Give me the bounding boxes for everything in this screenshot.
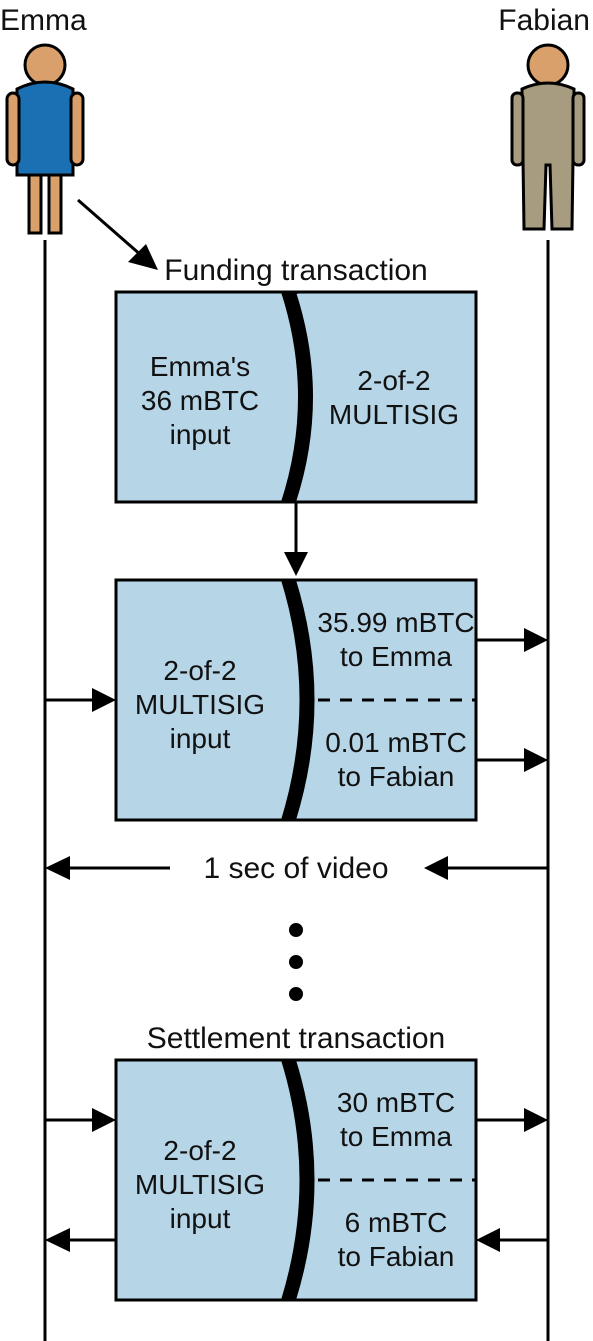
funding-right-2: MULTISIG bbox=[329, 399, 459, 430]
emma-figure bbox=[7, 45, 83, 233]
commit-rb-2: to Fabian bbox=[338, 761, 455, 792]
funding-box: Emma's 36 mBTC input 2-of-2 MULTISIG bbox=[116, 292, 476, 502]
settle-left-2: MULTISIG bbox=[135, 1169, 265, 1200]
one-sec-label: 1 sec of video bbox=[203, 852, 388, 885]
commit-rt-1: 35.99 mBTC bbox=[317, 607, 474, 638]
settle-rt-1: 30 mBTC bbox=[337, 1087, 455, 1118]
settlement-box: 2-of-2 MULTISIG input 30 mBTC to Emma 6 … bbox=[116, 1060, 476, 1300]
settle-left-1: 2-of-2 bbox=[163, 1135, 236, 1166]
settle-rb-2: to Fabian bbox=[338, 1241, 455, 1272]
funding-title: Funding transaction bbox=[164, 254, 428, 287]
commit-left-1: 2-of-2 bbox=[163, 655, 236, 686]
settle-rt-2: to Emma bbox=[340, 1121, 452, 1152]
settle-left-3: input bbox=[170, 1203, 231, 1234]
commit-left-2: MULTISIG bbox=[135, 689, 265, 720]
commit-rt-2: to Emma bbox=[340, 641, 452, 672]
funding-left-3: input bbox=[170, 419, 231, 450]
payment-channel-diagram: Emma Fabian Funding transaction Emma's 3… bbox=[0, 0, 593, 1341]
funding-left-1: Emma's bbox=[150, 351, 250, 382]
commit-rb-1: 0.01 mBTC bbox=[325, 727, 467, 758]
emma-to-funding-arrow bbox=[78, 200, 158, 270]
settle-rb-1: 6 mBTC bbox=[345, 1207, 448, 1238]
emma-label: Emma bbox=[0, 4, 87, 37]
fabian-label: Fabian bbox=[498, 4, 590, 37]
funding-to-commit-arrow bbox=[284, 502, 308, 576]
funding-right-1: 2-of-2 bbox=[357, 365, 430, 396]
funding-left-2: 36 mBTC bbox=[141, 385, 259, 416]
commit-left-3: input bbox=[170, 723, 231, 754]
commitment-box: 2-of-2 MULTISIG input 35.99 mBTC to Emma… bbox=[116, 580, 476, 820]
fabian-figure bbox=[512, 45, 584, 229]
settlement-title: Settlement transaction bbox=[147, 1022, 446, 1055]
ellipsis-dots bbox=[289, 923, 303, 1001]
